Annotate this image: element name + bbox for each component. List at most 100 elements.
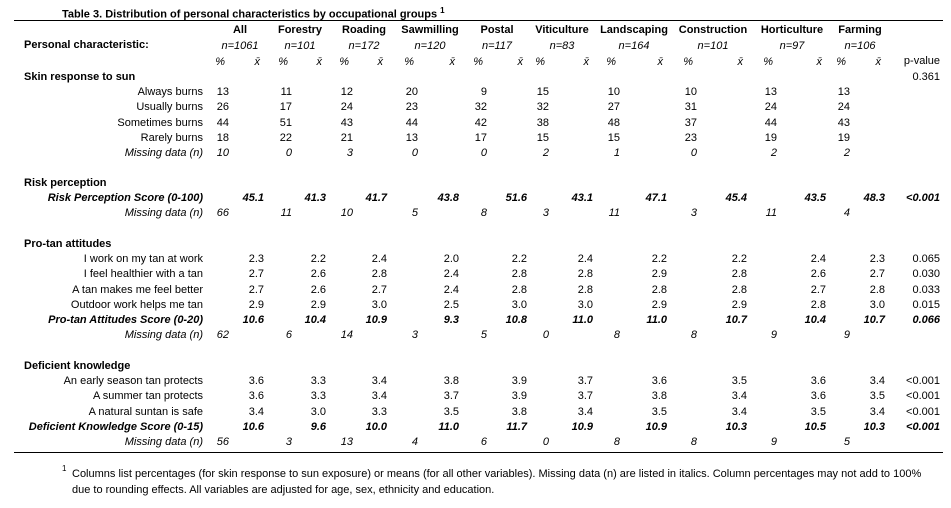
- cell-mean: 2.9: [731, 298, 747, 311]
- missing-value: 10: [216, 147, 229, 159]
- missing-label: Missing data (n): [124, 436, 203, 448]
- score-mean: 10.6: [242, 420, 264, 433]
- missing-value: 0: [285, 147, 292, 159]
- missing-value: 5: [480, 329, 487, 342]
- cell-mean: 3.6: [651, 375, 667, 388]
- missing-value: 13: [340, 436, 353, 448]
- score-mean: 43.8: [437, 192, 459, 205]
- cell-pct: 15: [536, 131, 549, 144]
- cell-mean: 3.8: [443, 375, 459, 388]
- missing-label: Missing data (n): [124, 207, 203, 220]
- cell-mean: 2.4: [443, 268, 459, 281]
- unit-mean: x̄: [377, 56, 384, 68]
- cell-mean: 3.5: [731, 375, 747, 388]
- cell-mean: 3.6: [810, 390, 826, 403]
- cell-pct: 13: [216, 86, 229, 99]
- cell-pct: 24: [764, 101, 777, 114]
- cell-mean: 3.9: [511, 375, 527, 388]
- cell-mean: 3.4: [869, 375, 885, 388]
- score-mean: 45.4: [725, 192, 747, 205]
- missing-value: 3: [285, 436, 292, 448]
- unit-mean: x̄: [737, 56, 744, 68]
- unit-mean: x̄: [517, 56, 524, 68]
- cell-mean: 3.0: [371, 298, 387, 311]
- unit-pct: %: [278, 56, 288, 68]
- cell-pct: 19: [837, 131, 850, 144]
- unit-pct: %: [606, 56, 616, 68]
- missing-value: 9: [770, 436, 777, 448]
- missing-value: 11: [765, 207, 777, 220]
- unit-pct: %: [473, 56, 483, 68]
- cell-pct: 31: [684, 101, 697, 114]
- cell-mean: 3.7: [577, 375, 593, 388]
- cell-pct: 13: [405, 131, 418, 144]
- section-title: Risk perception: [24, 177, 107, 189]
- unit-mean: x̄: [449, 56, 456, 68]
- p-value: <0.001: [906, 405, 940, 418]
- cell-mean: 2.8: [577, 283, 593, 296]
- cell-pct: 21: [340, 131, 353, 144]
- score-mean: 11.0: [646, 314, 667, 326]
- cell-pct: 42: [474, 116, 487, 129]
- cell-mean: 2.9: [310, 298, 326, 311]
- cell-mean: 2.8: [731, 283, 747, 296]
- missing-label: Missing data (n): [124, 147, 203, 159]
- cell-mean: 2.7: [248, 283, 264, 296]
- unit-mean: x̄: [657, 56, 664, 68]
- cell-mean: 3.7: [443, 390, 459, 403]
- cell-mean: 2.7: [810, 283, 826, 296]
- cell-mean: 2.3: [869, 253, 885, 266]
- cell-pct: 26: [216, 101, 229, 114]
- p-value: 0.030: [912, 268, 940, 281]
- unit-pct: %: [535, 56, 545, 68]
- missing-value: 6: [480, 436, 487, 448]
- cell-mean: 3.8: [511, 405, 527, 418]
- cell-mean: 3.0: [577, 298, 593, 311]
- score-mean: 10.9: [365, 314, 387, 326]
- cell-mean: 2.8: [651, 283, 667, 296]
- score-label: Deficient Knowledge Score (0-15): [28, 420, 203, 433]
- cell-mean: 2.8: [511, 283, 527, 296]
- score-mean: 11.0: [572, 314, 593, 326]
- p-value: 0.065: [912, 253, 940, 266]
- bottom-rule: [14, 452, 943, 453]
- cell-mean: 3.7: [577, 390, 593, 403]
- score-mean: 11.7: [506, 420, 527, 433]
- missing-value: 56: [216, 436, 229, 448]
- unit-mean: x̄: [254, 56, 261, 68]
- cell-mean: 3.0: [511, 298, 527, 311]
- cell-mean: 3.4: [731, 405, 747, 418]
- missing-value: 3: [346, 147, 353, 159]
- p-header: p-value: [903, 55, 940, 67]
- cell-pct: 44: [764, 116, 777, 129]
- missing-value: 8: [613, 329, 620, 342]
- footnote: Columns list percentages (for skin respo…: [72, 468, 922, 496]
- row-label: I feel healthier with a tan: [83, 268, 203, 281]
- cell-pct: 38: [536, 116, 549, 129]
- title-note: 1: [440, 6, 445, 15]
- section-title: Pro-tan attitudes: [24, 238, 112, 250]
- score-mean: 10.6: [242, 314, 264, 326]
- section-title: Deficient knowledge: [24, 360, 131, 372]
- row-label: Always burns: [137, 86, 203, 99]
- cell-pct: 17: [474, 131, 487, 144]
- cell-mean: 2.2: [310, 253, 326, 266]
- score-mean: 10.4: [304, 314, 326, 326]
- missing-value: 4: [411, 436, 418, 448]
- group-n: n=106: [844, 40, 876, 52]
- group-n: n=164: [618, 40, 650, 52]
- cell-mean: 2.9: [651, 268, 667, 281]
- cell-pct: 13: [837, 86, 850, 99]
- row-header: Personal characteristic:: [24, 39, 149, 51]
- cell-mean: 2.8: [869, 283, 885, 296]
- cell-mean: 2.6: [310, 283, 326, 296]
- missing-value: 0: [542, 436, 549, 448]
- cell-pct: 24: [837, 101, 850, 114]
- cell-mean: 2.2: [731, 253, 747, 266]
- group-n: n=83: [549, 40, 575, 52]
- cell-mean: 3.4: [577, 405, 593, 418]
- score-mean: 10.8: [505, 314, 527, 326]
- cell-mean: 3.4: [248, 405, 264, 418]
- cell-mean: 2.8: [371, 268, 387, 281]
- cell-mean: 2.6: [810, 268, 826, 281]
